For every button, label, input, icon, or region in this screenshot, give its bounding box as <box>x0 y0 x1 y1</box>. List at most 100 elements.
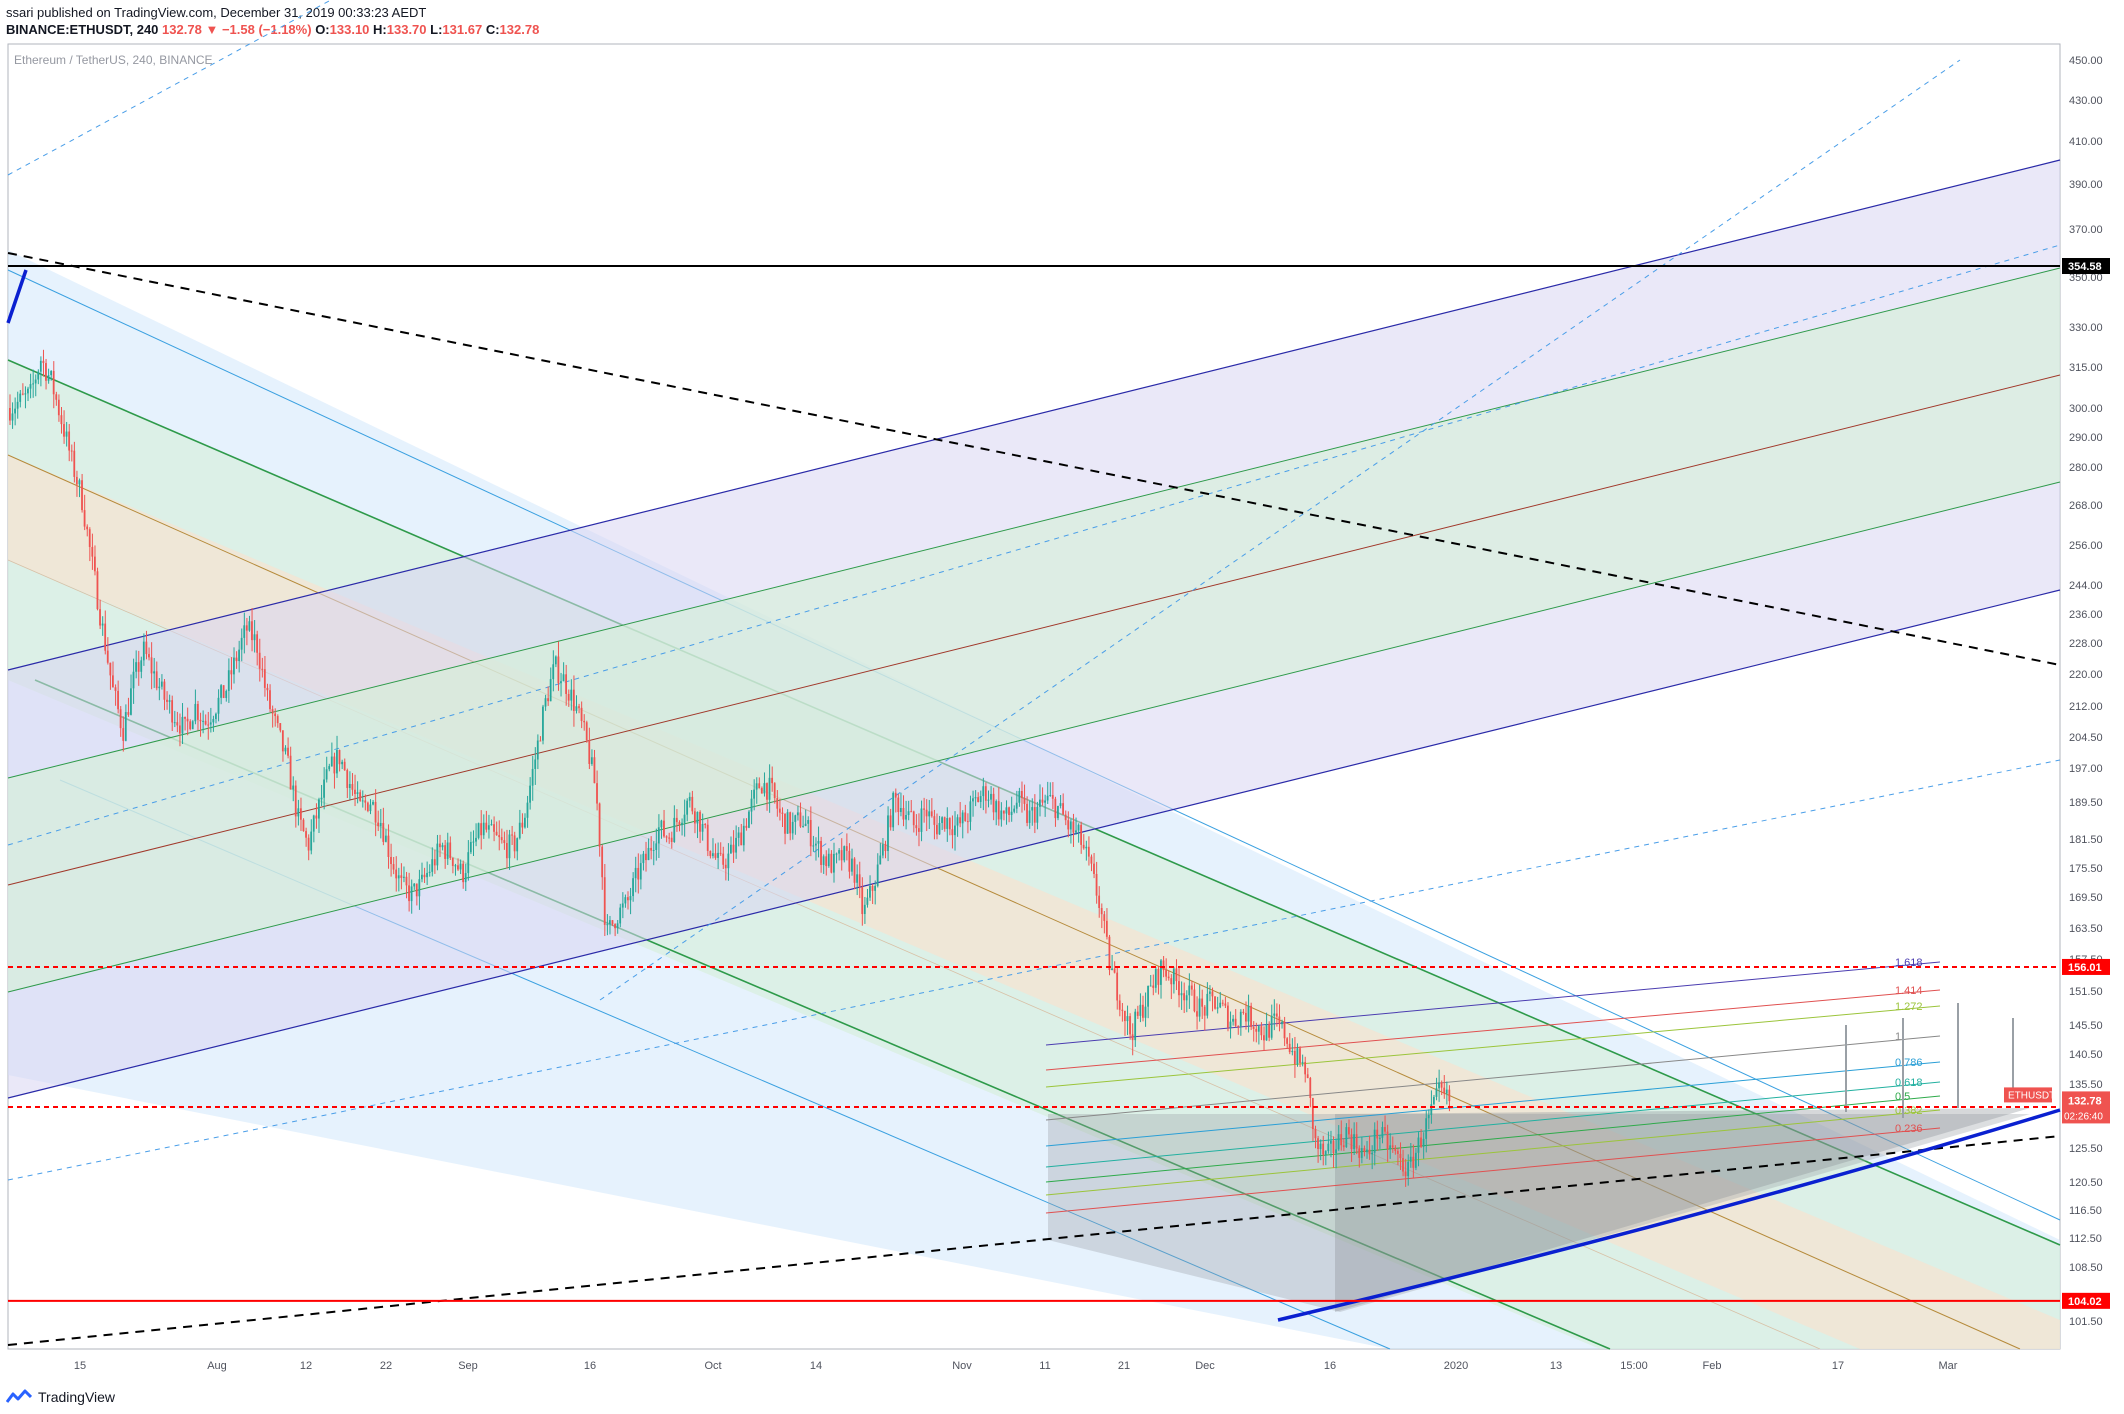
candle-body <box>1157 969 1160 985</box>
candle-body <box>310 831 313 851</box>
candle-body <box>220 685 222 698</box>
candle-body <box>578 706 580 708</box>
candle-body <box>979 796 982 802</box>
candle-body <box>961 812 964 824</box>
candle-body <box>1008 807 1010 815</box>
candle-body <box>863 904 866 915</box>
candle-body <box>791 821 794 834</box>
candle-body <box>1342 1145 1345 1148</box>
ascending-median <box>7 374 2061 886</box>
candle-body <box>902 807 905 820</box>
candle-body <box>966 821 969 823</box>
candle-body <box>127 712 130 715</box>
candle-body <box>387 835 390 857</box>
blue-uptrend-curve <box>1277 1108 2061 1322</box>
candle-body <box>336 750 338 774</box>
candle-body <box>1257 1026 1260 1032</box>
price-change: −1.58 (−1.18%) <box>221 22 312 37</box>
candle-body <box>112 675 114 688</box>
candle-body <box>418 879 421 897</box>
candle-body <box>1224 1003 1227 1006</box>
candle-body <box>1062 803 1064 815</box>
candle-body <box>55 394 58 400</box>
price-tick-label: 135.50 <box>2069 1079 2103 1091</box>
candle-body <box>500 837 503 841</box>
candle-body <box>1232 1018 1234 1022</box>
candle-body <box>943 817 946 829</box>
candle-body <box>575 706 578 711</box>
time-tick-label: 13 <box>1550 1360 1562 1372</box>
candle-body <box>1384 1127 1386 1132</box>
candle-body <box>614 924 616 929</box>
candle-body <box>480 823 483 836</box>
candle-body <box>1311 1097 1314 1130</box>
candle-body <box>1172 968 1175 985</box>
candle-body <box>114 687 117 691</box>
candle-body <box>1020 790 1023 799</box>
candle-body <box>1337 1134 1340 1150</box>
candle-body <box>433 859 436 866</box>
candle-body <box>204 720 207 725</box>
candle-body <box>1180 993 1183 996</box>
candle-body <box>948 818 951 830</box>
candle-body <box>503 840 506 843</box>
price-tick-label: 330.00 <box>2069 322 2103 334</box>
candle-body <box>660 820 663 828</box>
symbol-tag-label: ETHUSDT <box>2008 1090 2055 1101</box>
candle-body <box>748 811 750 828</box>
candle-body <box>1144 1006 1147 1018</box>
candle-body <box>616 923 619 929</box>
candle-body <box>974 797 977 799</box>
candle-body <box>1353 1134 1355 1150</box>
candle-body <box>804 823 807 826</box>
time-tick-label: 21 <box>1118 1360 1130 1372</box>
candle-body <box>598 803 601 847</box>
candle-body <box>395 869 398 879</box>
candle-body <box>843 846 846 861</box>
time-tick-label: Oct <box>704 1360 721 1372</box>
candle-body <box>117 690 119 710</box>
candle-body <box>493 824 495 832</box>
candle-body <box>207 724 210 726</box>
candle-body <box>475 837 477 842</box>
candle-body <box>81 480 83 511</box>
candle-body <box>557 656 560 684</box>
candle-body <box>776 798 779 809</box>
candle-body <box>155 671 158 689</box>
price-tick-label: 236.00 <box>2069 609 2103 621</box>
candle-body <box>487 825 490 830</box>
candle-body <box>1391 1145 1394 1148</box>
candle-body <box>415 883 418 897</box>
candle-body <box>269 690 271 710</box>
candle-body <box>531 768 534 786</box>
candle-body <box>1118 1000 1121 1010</box>
candle-body <box>580 707 583 721</box>
candle-body <box>351 784 354 790</box>
candle-body <box>178 725 181 734</box>
candle-body <box>408 885 410 902</box>
candle-body <box>1226 1005 1229 1028</box>
candle-body <box>441 845 444 848</box>
price-level-tag-label: 354.58 <box>2068 261 2102 273</box>
candle-body <box>1139 1004 1142 1016</box>
candle-body <box>191 721 194 730</box>
candle-body <box>1080 824 1083 845</box>
open-value: 133.10 <box>329 22 370 37</box>
candle-body <box>1072 821 1075 833</box>
candle-body <box>235 657 238 662</box>
candle-body <box>959 817 961 824</box>
candle-body <box>258 652 261 669</box>
candle-body <box>665 836 668 838</box>
candle-body <box>711 853 714 857</box>
ascending-channel-bottom <box>7 589 2061 1099</box>
candle-body <box>753 789 755 799</box>
black-dashed-uptrend <box>7 1135 2061 1346</box>
candle-body <box>83 510 86 527</box>
candle-body <box>730 844 732 854</box>
candle-body <box>63 424 65 437</box>
candle-body <box>899 807 902 813</box>
price-tick-label: 151.50 <box>2069 986 2103 998</box>
candle-body <box>807 820 810 824</box>
candle-body <box>209 722 212 725</box>
